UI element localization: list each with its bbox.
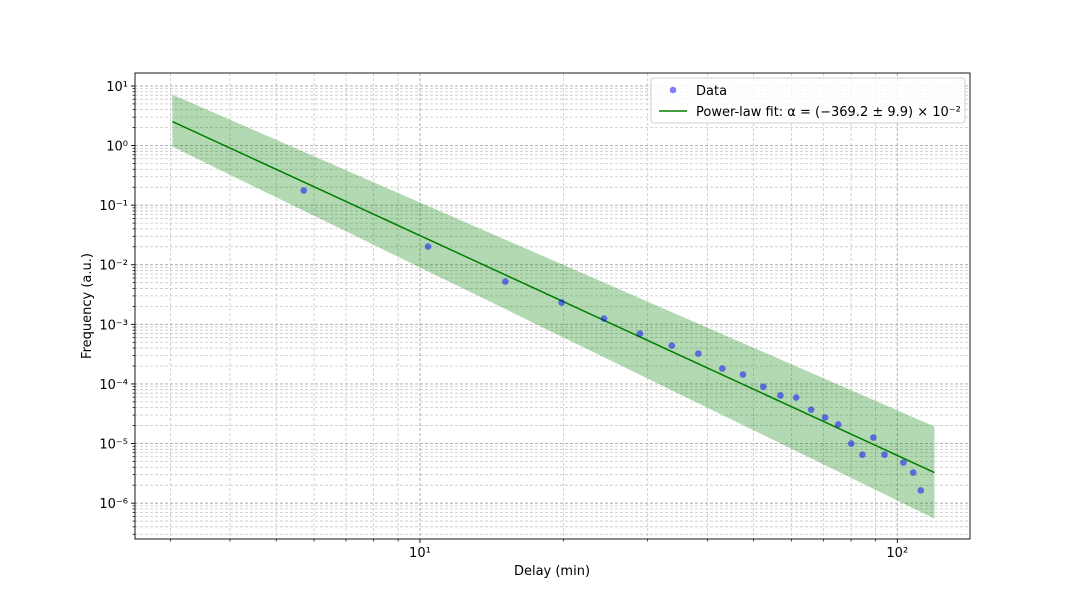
- legend-label: Data: [696, 84, 727, 99]
- x-axis-label: Delay (min): [514, 564, 590, 579]
- data-point: [760, 383, 767, 390]
- y-tick-label: 10⁰: [106, 140, 128, 155]
- y-tick-label: 10⁻¹: [99, 199, 128, 214]
- data-point: [917, 487, 925, 494]
- y-tick-label: 10⁻⁵: [99, 438, 128, 453]
- data-point: [300, 187, 308, 194]
- y-tick-label: 10⁻⁶: [99, 497, 128, 512]
- data-point: [636, 330, 644, 337]
- x-tick-label: 10²: [886, 546, 908, 561]
- legend-marker: [669, 86, 677, 94]
- data-point: [900, 459, 907, 466]
- y-tick-label: 10⁻⁴: [99, 378, 128, 393]
- fit-line: [172, 120, 935, 474]
- y-tick-label: 10¹: [106, 80, 128, 95]
- y-tick-label: 10⁻³: [99, 318, 128, 333]
- data-point: [792, 394, 800, 401]
- data-point: [859, 451, 866, 458]
- data-point: [870, 434, 877, 441]
- y-tick-label: 10⁻²: [99, 259, 128, 274]
- data-point: [695, 350, 702, 357]
- data-point: [719, 365, 726, 372]
- y-axis-label: Frequency (a.u.): [80, 253, 95, 359]
- data-point: [600, 315, 608, 322]
- x-tick-label: 10¹: [409, 546, 431, 561]
- data-point: [668, 342, 676, 349]
- data-point: [424, 243, 432, 250]
- data-point: [821, 414, 829, 421]
- data-point: [558, 299, 565, 306]
- legend-label: Power-law fit: α = (−369.2 ± 9.9) × 10⁻²: [696, 105, 961, 120]
- data-point: [909, 469, 917, 476]
- data-point: [807, 406, 815, 413]
- data-point: [502, 278, 509, 285]
- data-point: [847, 440, 855, 447]
- confidence-band: [172, 94, 935, 519]
- plot-frame: [134, 72, 971, 540]
- data-point: [739, 371, 747, 378]
- data-point: [777, 392, 784, 399]
- legend-box: [650, 77, 966, 124]
- data-point: [881, 451, 888, 458]
- data-point: [834, 421, 842, 428]
